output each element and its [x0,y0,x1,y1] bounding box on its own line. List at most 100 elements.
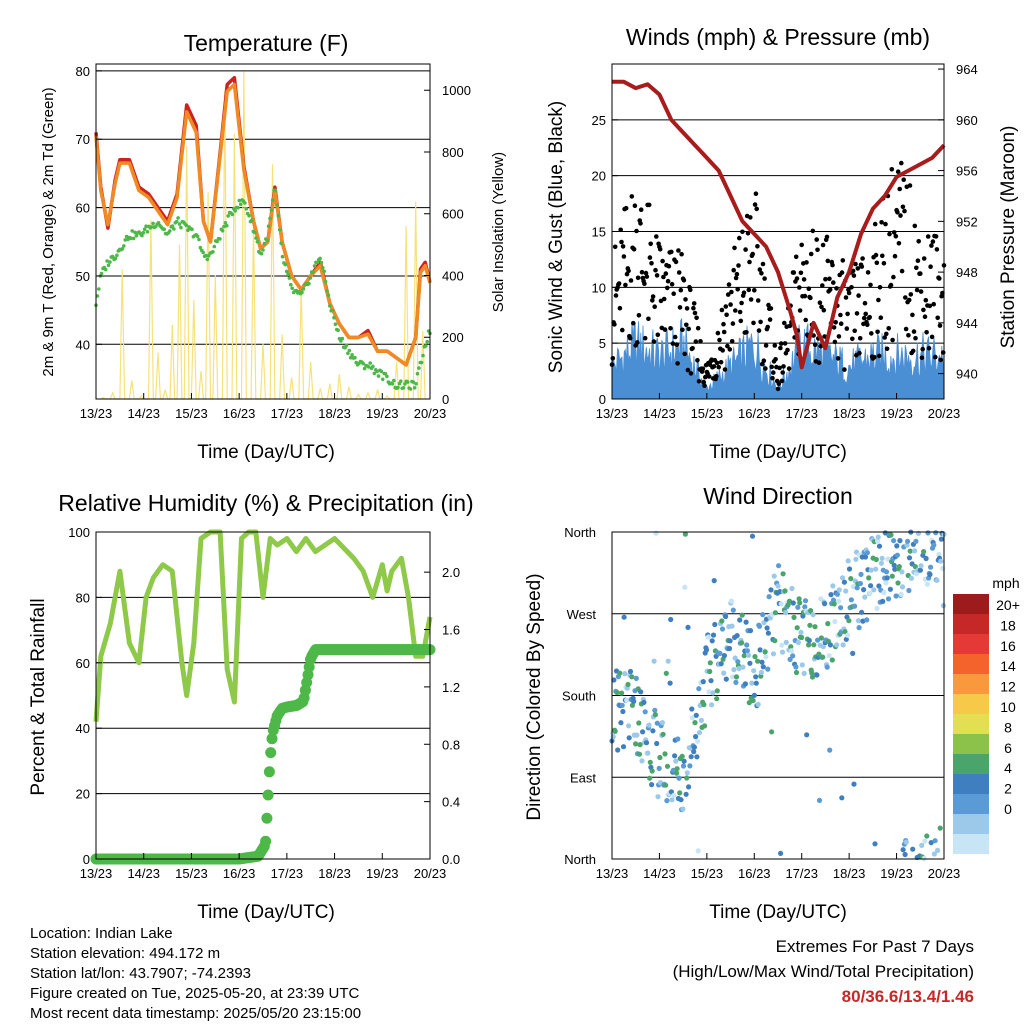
colorbar-swatch [953,634,989,654]
direction-point [850,650,856,657]
gust-point [851,273,857,278]
direction-point [915,530,922,536]
gust-point [711,364,717,369]
gust-point [661,274,666,280]
dewpoint-point [417,366,421,370]
gust-point [925,234,931,239]
direction-point [825,621,831,627]
humidity-ytick-label: 40 [76,721,90,736]
temperature-gridlines [96,70,430,345]
dewpoint-point [197,237,201,242]
colorbar-swatch [953,654,989,674]
direction-point [652,712,659,718]
dewpoint-point [385,374,389,379]
direction-point [794,625,800,631]
direction-point [730,674,736,680]
direction-point [873,556,879,563]
temp-2m-line [94,75,432,367]
direction-point [676,775,682,781]
humidity-xtick-label: 19/23 [366,866,399,881]
gust-point [787,323,793,329]
dewpoint-point [326,293,331,298]
direction-point [804,732,810,738]
direction-point [885,556,891,562]
dewpoint-point [276,213,281,218]
humidity-xtick-label: 18/23 [318,866,351,881]
direction-point [744,642,750,648]
direction-point [691,749,697,755]
gust-point [716,364,721,370]
gust-point [737,309,743,315]
gust-point [845,311,850,317]
gust-point [628,278,634,283]
direction-point [900,847,906,853]
temperature-ylabel: 2m & 9m T (Red, Orange) & 2m Td (Green) [40,87,57,376]
gust-point [666,263,672,269]
direction-point [681,758,687,764]
gust-point [661,296,667,302]
gust-point [815,247,820,253]
humidity-ytick-label: 60 [76,656,90,671]
direction-point [731,667,737,673]
temperature-ytick-right-label: 200 [442,330,464,345]
direction-point [864,550,871,556]
winds-ylabel: Sonic Wind & Gust (Blue, Black) [546,101,567,373]
direction-point [664,763,671,769]
gust-point [884,331,889,337]
gust-point [757,267,763,272]
direction-point [931,851,938,857]
direction-point [829,657,835,663]
direction-point [861,587,867,593]
dewpoint-point [144,224,148,228]
gust-point [754,206,759,212]
gust-point [846,290,852,296]
direction-point [757,647,763,653]
gust-point [802,293,808,299]
temperature-ytick-label: 80 [76,64,90,79]
gust-point [702,383,707,389]
dewpoint-point [348,355,353,360]
gust-point [636,313,642,318]
direction-point [753,680,759,686]
dewpoint-point [308,276,313,280]
direction-point [625,681,631,688]
dewpoint-point [392,378,396,383]
gust-point [906,297,912,303]
gust-point [696,378,702,384]
gust-point [729,339,735,344]
dewpoint-point [106,263,111,268]
dewpoint-point [141,230,146,235]
direction-point [733,674,740,680]
humidity-title: Relative Humidity (%) & Precipitation (i… [58,490,473,516]
direction-point [673,770,680,776]
direction-point [714,696,720,702]
dewpoint-point [252,230,257,235]
gust-point [631,247,637,252]
gust-point [612,244,618,250]
direction-point [639,758,645,764]
humidity-line [93,529,433,722]
dewpoint-point [156,221,161,225]
direction-point [671,792,677,799]
direction-point [836,598,842,604]
gust-point [913,335,918,341]
direction-point [619,702,625,708]
colorbar-swatch [953,694,989,714]
direction-point [776,563,782,569]
direction-point [656,765,662,772]
gust-point [619,239,624,245]
gust-point [865,270,871,275]
direction-point [843,636,849,642]
gust-point [651,339,657,344]
gust-point [719,307,725,313]
gust-point [793,254,799,260]
direction-point [627,668,634,675]
humidity-ytick-right-label: 0.0 [442,852,460,867]
dewpoint-point [205,257,210,262]
gust-point [873,252,879,258]
gust-point [684,306,690,311]
direction-point [687,763,693,769]
gust-point [916,239,921,244]
gust-point [644,274,650,279]
dewpoint-point [421,353,425,358]
